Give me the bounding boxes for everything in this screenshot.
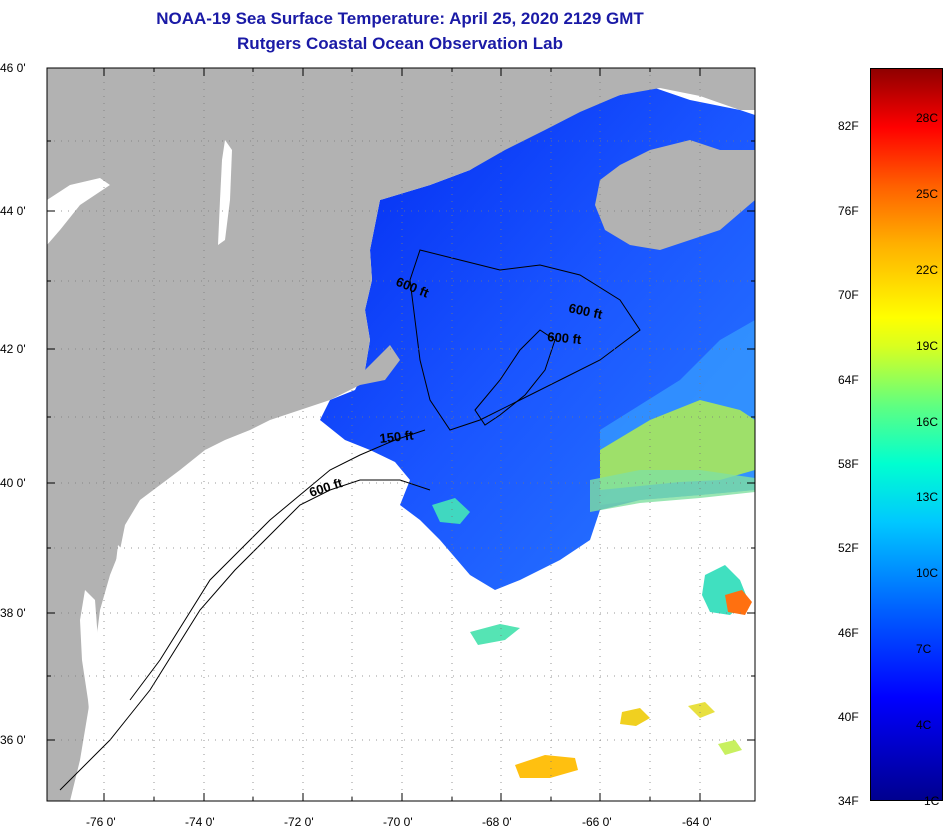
gulf-stream-hot-patch [725,590,752,615]
warm-yellow-patch-1 [515,755,578,778]
colorbar-c-label: 13C [916,490,939,504]
contour-150ft-shelf [129,429,426,701]
lake-champlain [218,140,232,245]
colorbar-f-label: 82F [838,119,859,133]
lat-label: 42 0' [0,342,26,356]
lake-ontario-edge [47,178,110,245]
lon-label: -72 0' [284,815,314,829]
colorbar-f-label: 58F [838,457,859,471]
map-title: NOAA-19 Sea Surface Temperature: April 2… [156,9,644,28]
long-island-sound [205,420,305,458]
lat-label: 46 0' [0,61,26,75]
colorbar-c-label: 25C [916,187,939,201]
colorbar-c-label: 10C [916,566,939,580]
contour-600ft-shelf [59,479,431,791]
colorbar-c-label: 22C [916,263,939,277]
lat-ticks [47,67,755,741]
temperature-colorbar [870,68,943,801]
colorbar-f-label: 64F [838,373,859,387]
lat-label: 38 0' [0,606,26,620]
colorbar-f-label: 34F [838,794,859,808]
contour-label: 600 ft [547,329,583,347]
lat-label: 40 0' [0,476,26,490]
contour-label: 600 ft [567,300,604,322]
lon-ticks [103,68,701,801]
land-new-brunswick [470,68,755,170]
warm-yellow-patch-2 [620,708,650,726]
contour-georges-bank [474,329,556,426]
land-us-east-coast [47,68,470,801]
warm-water-patch [600,400,755,490]
warm-yellow-patch-4 [718,740,742,755]
colorbar-c-label: 7C [916,642,932,656]
colorbar-c-label: 28C [916,111,939,125]
colorbar-f-label: 52F [838,541,859,555]
offshore-teal-patch [470,624,520,645]
lon-label: -74 0' [185,815,215,829]
colorbar-c-label: 16C [916,415,939,429]
lon-label: -76 0' [86,815,116,829]
warm-yellow-patch-3 [688,702,715,718]
colorbar-c-label: 19C [916,339,939,353]
lon-label: -64 0' [682,815,712,829]
colorbar-f-label: 70F [838,288,859,302]
contour-gulf-of-maine [409,249,641,431]
delaware-bay [115,545,128,575]
coastal-teal-patch [432,498,470,524]
lon-label: -70 0' [383,815,413,829]
lon-label: -68 0' [482,815,512,829]
colorbar-f-label: 76F [838,204,859,218]
colorbar-f-label: 40F [838,710,859,724]
lon-label: -66 0' [582,815,612,829]
lat-label: 44 0' [0,204,26,218]
warm-water-edge [590,470,755,512]
lat-label: 36 0' [0,733,26,747]
colorbar-c-label: 1C [924,794,940,808]
colorbar-c-label: 4C [916,718,932,732]
contour-label: 150 ft [379,427,415,446]
chesapeake-bay [80,590,100,740]
land-nova-scotia [595,140,755,250]
map-frame [46,67,756,802]
colorbar-f-label: 46F [838,626,859,640]
map-subtitle: Rutgers Coastal Ocean Observation Lab [237,34,563,53]
